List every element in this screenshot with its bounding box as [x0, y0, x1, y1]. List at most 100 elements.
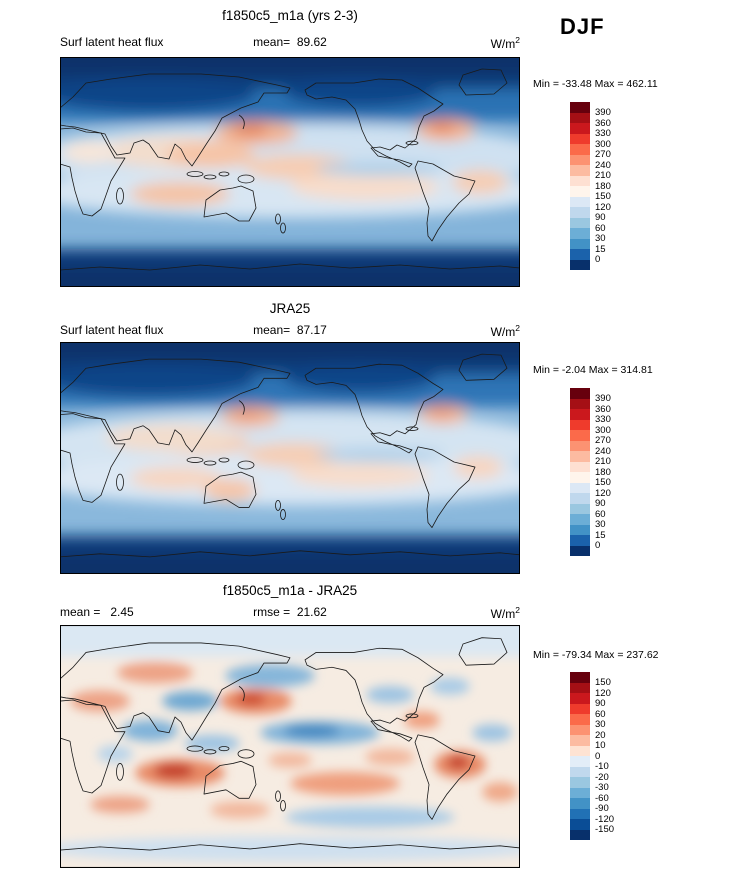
colorbar-box	[570, 672, 590, 683]
colorbar-box	[570, 196, 590, 207]
colorbar-tick-label: 60	[595, 508, 606, 520]
colorbar-box	[570, 398, 590, 409]
colorbar-box	[570, 493, 590, 504]
colorbar-tick-label: 270	[595, 149, 611, 160]
colorbar-box	[570, 524, 590, 535]
panel1-header: Surf latent heat flux mean= 89.62 W/m2	[60, 35, 520, 51]
panel3-units-label: W/m2	[490, 605, 520, 621]
colorbar-box	[570, 144, 590, 155]
colorbar-tick-label: 150	[595, 677, 611, 688]
colorbar-box	[570, 419, 590, 430]
panel2-header: Surf latent heat flux mean= 87.17 W/m2	[60, 323, 520, 339]
colorbar-box	[570, 430, 590, 441]
panel2-title: JRA25	[269, 301, 311, 316]
colorbar-box	[570, 102, 590, 113]
colorbar-tick-label: 300	[595, 424, 611, 436]
colorbar-box	[570, 787, 590, 798]
colorbar-box	[570, 123, 590, 134]
colorbar-tick-label: 150	[595, 477, 611, 488]
colorbar-tick-label: -10	[595, 761, 609, 772]
colorbar-tick-label: -150	[595, 824, 615, 835]
colorbar-box	[570, 154, 590, 165]
colorbar-tick-label: 30	[595, 519, 606, 530]
panel1-minmax-label: Min = -33.48 Max = 462.11	[533, 78, 658, 90]
colorbar-box	[570, 259, 590, 270]
colorbar-box	[570, 714, 590, 725]
colorbar-box	[570, 693, 590, 704]
difference-map	[60, 625, 520, 868]
colorbar-box	[570, 186, 590, 197]
colorbar-box	[570, 461, 590, 472]
colorbar-tick-label: 150	[595, 191, 611, 202]
colorbar-tick-label: 120	[595, 687, 611, 699]
colorbar-tick-label: 30	[595, 233, 606, 244]
colorbar-tick-label: 270	[595, 435, 611, 446]
panel3-rmse-label: rmse = 21.62	[253, 605, 327, 619]
reference-map	[60, 342, 520, 574]
panel2-minmax-label: Min = -2.04 Max = 314.81	[533, 364, 653, 376]
colorbar-box	[570, 133, 590, 144]
colorbar-tick-label: 90	[595, 212, 606, 223]
colorbar-box	[570, 238, 590, 249]
colorbar-tick-label: -20	[595, 771, 609, 783]
colorbar-box	[570, 514, 590, 525]
model-map	[60, 57, 520, 287]
panel2-units-label: W/m2	[490, 323, 520, 339]
panel1-variable-label: Surf latent heat flux	[60, 35, 164, 49]
panel1-title: f1850c5_m1a (yrs 2-3)	[222, 8, 358, 23]
colorbar-tick-label: 330	[595, 128, 611, 139]
colorbar-box	[570, 756, 590, 767]
colorbar-tick-label: 0	[595, 750, 601, 762]
colorbar-box	[570, 745, 590, 756]
colorbar-tick-label: 15	[595, 243, 606, 255]
panel1-mean-label: mean= 89.62	[253, 35, 327, 49]
panel3-title: f1850c5_m1a - JRA25	[222, 583, 358, 598]
colorbar-box	[570, 175, 590, 186]
colorbar-tick-label: 240	[595, 445, 611, 457]
colorbar-tick-label: 240	[595, 159, 611, 171]
colorbar-tick-label: 390	[595, 107, 611, 118]
colorbar-tick-label: 0	[595, 254, 601, 265]
colorbar-tick-label: 180	[595, 180, 611, 192]
colorbar-tick-label: 360	[595, 403, 611, 415]
colorbar-tick-label: -90	[595, 803, 609, 814]
colorbar-box	[570, 451, 590, 462]
colorbar-tick-label: 120	[595, 201, 611, 213]
colorbar-tick-label: 20	[595, 729, 606, 741]
colorbar-box	[570, 819, 590, 830]
colorbar-box	[570, 482, 590, 493]
colorbar-tick-label: 60	[595, 222, 606, 234]
colorbar-box	[570, 472, 590, 483]
colorbar-box	[570, 798, 590, 809]
colorbar-box	[570, 228, 590, 239]
colorbar-tick-label: 0	[595, 540, 601, 551]
panel1-colorbar: 390 360 330 300 270 240 210 180 150 120 90 60 30 15 0	[570, 102, 611, 270]
colorbar-box	[570, 766, 590, 777]
colorbar-box	[570, 249, 590, 260]
colorbar-box	[570, 217, 590, 228]
colorbar-tick-label: 120	[595, 487, 611, 499]
panel2-variable-label: Surf latent heat flux	[60, 323, 164, 337]
colorbar-tick-label: 180	[595, 466, 611, 478]
panel3-mean-label: mean = 2.45	[60, 605, 134, 619]
colorbar-box	[570, 703, 590, 714]
colorbar-tick-label: 300	[595, 138, 611, 150]
colorbar-tick-label: 15	[595, 529, 606, 541]
panel3-header: mean = 2.45 rmse = 21.62 W/m2	[60, 605, 520, 621]
colorbar-tick-label: 390	[595, 393, 611, 404]
colorbar-box	[570, 777, 590, 788]
colorbar-box	[570, 735, 590, 746]
colorbar-box	[570, 440, 590, 451]
colorbar-box	[570, 409, 590, 420]
colorbar-tick-label: 60	[595, 708, 606, 720]
panel2-colorbar: 390 360 330 300 270 240 210 180 150 120 90 60 30 15 0	[570, 388, 611, 556]
colorbar-tick-label: -120	[595, 813, 615, 825]
colorbar-box	[570, 165, 590, 176]
season-label: DJF	[560, 14, 605, 39]
colorbar-box	[570, 503, 590, 514]
colorbar-tick-label: 330	[595, 414, 611, 425]
colorbar-tick-label: 360	[595, 117, 611, 129]
colorbar-box	[570, 808, 590, 819]
colorbar-tick-label: 210	[595, 170, 611, 181]
